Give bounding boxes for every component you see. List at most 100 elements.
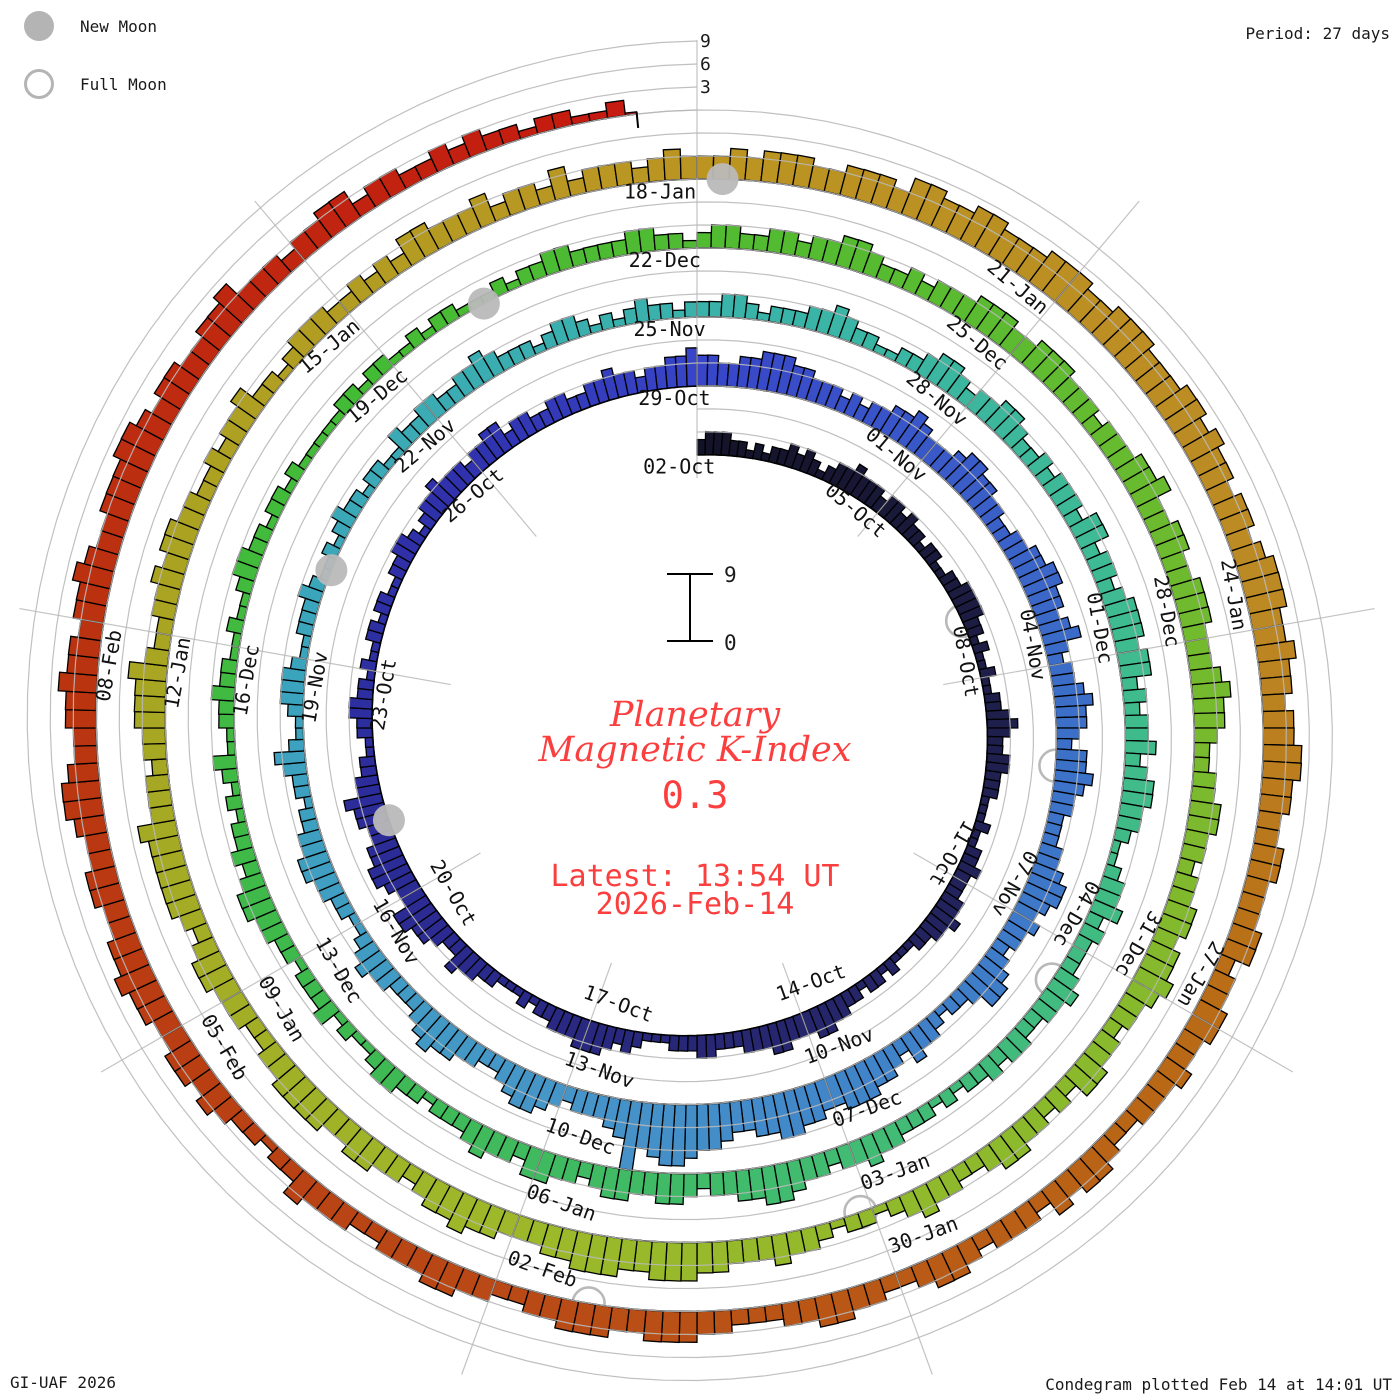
k-index-bar <box>287 738 306 753</box>
date-label: 29-Oct <box>638 386 710 410</box>
k-index-bar <box>710 224 727 249</box>
k-index-bar <box>740 1237 761 1264</box>
k-index-bar <box>986 727 1012 738</box>
k-index-bar <box>683 301 698 318</box>
k-index-bar <box>660 1310 681 1344</box>
outer-scale-label: 9 <box>700 31 711 52</box>
k-index-bar <box>780 1300 803 1328</box>
spiral-bars-layer: 02-Oct05-Oct08-Oct11-Oct14-Oct17-Oct20-O… <box>19 31 1375 1382</box>
k-index-bar <box>705 1033 717 1059</box>
k-index-bar <box>1190 680 1232 700</box>
k-index-bar <box>680 1241 698 1282</box>
k-index-bar <box>212 754 238 772</box>
new-moon-icon <box>24 11 54 41</box>
chart-title-line2: Magnetic K-Index <box>537 730 851 770</box>
k-scale-max-label: 9 <box>724 563 737 587</box>
k-index-bar <box>141 727 167 745</box>
k6-gridline-spiral <box>49 63 1310 1359</box>
k-index-bar <box>696 300 711 318</box>
k-index-bar <box>1262 709 1295 729</box>
k-index-bar <box>664 1241 683 1282</box>
chart-title-line1: Planetary <box>609 695 782 735</box>
k-index-bar <box>747 1305 768 1325</box>
current-k-value: 0.3 <box>662 774 729 817</box>
k-index-bar <box>696 1241 714 1274</box>
k-index-bar <box>273 750 307 766</box>
k-index-bar <box>1261 693 1287 713</box>
k-index-bar <box>1262 727 1295 747</box>
k-index-bar <box>677 1034 689 1052</box>
k-index-bar <box>986 718 1019 729</box>
date-spoke <box>100 852 481 1073</box>
legend-row-new-moon: New Moon <box>24 6 167 46</box>
k-index-bar <box>696 1172 712 1190</box>
k-index-bar <box>1124 727 1150 742</box>
k-index-bar <box>708 300 723 318</box>
k-index-bar <box>497 123 522 146</box>
data-end-tick <box>635 111 640 129</box>
k-index-bar <box>738 232 756 251</box>
legend-row-full-moon: Full Moon <box>24 64 167 104</box>
k-index-bar <box>1257 658 1292 680</box>
k-index-bar <box>696 231 713 249</box>
k-index-bar <box>678 1310 698 1343</box>
k-index-bar <box>1120 675 1139 692</box>
k-index-bar <box>72 727 98 747</box>
k-index-bar <box>144 773 171 794</box>
outer-scale-label: 3 <box>700 77 711 98</box>
k-index-bar <box>711 1240 730 1274</box>
k-index-bar <box>714 1032 726 1051</box>
new-moon-marker <box>315 554 348 587</box>
k-index-bar <box>662 148 682 182</box>
k-index-bar <box>1054 704 1087 719</box>
date-spoke <box>781 962 933 1375</box>
k-index-bar <box>668 1172 685 1206</box>
k9-gridline-spiral <box>26 40 1333 1382</box>
k-index-bar <box>625 1307 647 1335</box>
k-index-bar <box>1123 701 1141 717</box>
k-index-bar <box>646 157 666 183</box>
k-index-bar <box>696 438 707 456</box>
k-index-bar <box>1055 727 1081 740</box>
date-spoke <box>943 607 1375 686</box>
plotted-timestamp: Condegram plotted Feb 14 at 14:01 UT <box>1045 1375 1392 1394</box>
date-label: 25-Nov <box>633 317 705 341</box>
k-index-bar <box>1123 752 1142 768</box>
k-index-bar <box>686 1034 698 1052</box>
k-index-bar <box>713 1309 733 1335</box>
k-index-bar <box>295 727 305 741</box>
full-moon-icon <box>24 69 54 99</box>
k-index-bar <box>726 1239 745 1265</box>
date-label: 22-Dec <box>629 248 701 272</box>
outer-scale-label: 6 <box>700 54 711 75</box>
date-spoke <box>461 962 613 1375</box>
k-index-bar <box>679 155 698 181</box>
full-moon-label: Full Moon <box>80 74 167 94</box>
k-index-bar <box>1192 756 1211 774</box>
new-moon-marker <box>467 287 500 320</box>
date-label: 02-Oct <box>643 455 715 479</box>
k-index-bar <box>1192 696 1225 715</box>
k-index-bar <box>696 1034 708 1059</box>
new-moon-marker <box>372 804 405 837</box>
k-index-bar <box>642 1309 664 1343</box>
k-index-bar <box>224 794 244 812</box>
k-index-bar <box>1193 712 1226 729</box>
k-index-bar <box>674 355 688 388</box>
k-index-bar <box>722 1170 739 1196</box>
k-index-bar <box>1055 737 1073 751</box>
k-index-bar <box>734 1168 753 1202</box>
k-index-bar <box>60 779 103 803</box>
k-index-bar <box>682 1172 698 1198</box>
new-moon-marker <box>706 163 739 196</box>
latest-date-label: 2026-Feb-14 <box>596 887 795 922</box>
k-index-bar <box>226 727 236 743</box>
k-index-bar <box>696 1310 716 1335</box>
k-index-bar <box>66 762 100 784</box>
k-index-bar <box>1124 714 1149 729</box>
k-index-bar <box>1193 741 1211 759</box>
k-index-bar <box>64 708 97 729</box>
k-index-bar <box>133 710 166 729</box>
